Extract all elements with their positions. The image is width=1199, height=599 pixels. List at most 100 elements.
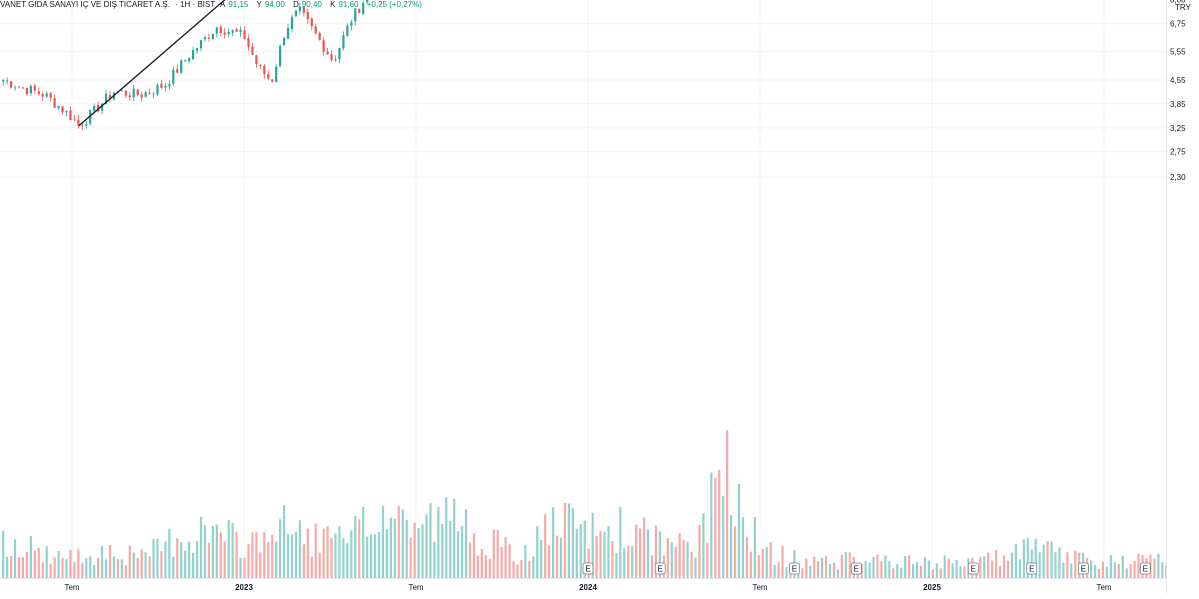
volume-bar <box>544 514 547 578</box>
time-tick-label: Tem <box>64 583 79 592</box>
volume-bar <box>49 563 52 578</box>
volume-bar <box>128 545 131 578</box>
earnings-mark-letter: E <box>971 565 976 574</box>
volume-bar <box>476 555 480 578</box>
volume-bar <box>753 517 756 578</box>
candle-body <box>267 74 270 79</box>
candle-body <box>211 33 214 40</box>
volume-bar <box>1038 552 1041 578</box>
volume-bar <box>1066 552 1069 578</box>
trend-arrows[interactable] <box>78 0 1166 127</box>
volume-bar <box>571 508 574 578</box>
volume-bar <box>1034 538 1037 578</box>
volume-bar <box>2 530 5 578</box>
volume-bar <box>235 532 238 578</box>
candle-body <box>132 88 135 98</box>
volume-bar <box>722 496 725 578</box>
earnings-mark-box <box>967 562 979 575</box>
volume-bar <box>904 556 907 578</box>
volume-bar <box>520 559 523 578</box>
earnings-mark[interactable]: E <box>654 562 666 575</box>
volume-bar <box>385 529 389 578</box>
volume-bar <box>813 556 816 578</box>
volume-bar <box>433 541 436 578</box>
volume-bar <box>275 541 278 578</box>
volume-bar <box>635 524 638 578</box>
volume-bar <box>959 566 962 578</box>
volume-bar <box>1161 562 1164 578</box>
volume-bar <box>777 562 780 578</box>
volume-bar <box>726 430 729 578</box>
price-axis[interactable]: 150,0120,0100,068,0055,5045,5037,5031,50… <box>1166 0 1199 593</box>
volume-bar <box>599 531 602 578</box>
earnings-mark[interactable]: E <box>1026 562 1038 575</box>
price-chart[interactable]: EEEEEEEEEEEE <box>0 0 1166 578</box>
candle-body <box>354 8 357 22</box>
ohlc-low: D 90,40 <box>293 0 322 9</box>
volume-bar <box>785 567 788 578</box>
candle-body <box>195 48 199 51</box>
candle-body <box>302 6 305 13</box>
volume-bar <box>884 555 887 578</box>
volume-bar <box>223 541 226 578</box>
candle-body <box>172 69 175 84</box>
time-tick-label: Tem <box>408 583 423 592</box>
volume-bar <box>551 507 555 578</box>
volume-bar <box>338 526 341 578</box>
volume-bar <box>642 517 646 578</box>
volume-bar <box>93 564 96 578</box>
volume-bar <box>298 520 301 578</box>
volume-bar <box>923 557 927 578</box>
volume-bar <box>504 537 507 578</box>
earnings-mark-box <box>1139 562 1151 575</box>
earnings-mark[interactable]: E <box>789 562 800 575</box>
volume-bar <box>943 555 946 578</box>
symbol-header: VANET GIDA SANAYI IÇ VE DIŞ TICARET A.Ş.… <box>0 0 425 12</box>
volume-bar <box>639 528 642 578</box>
volume-bar <box>896 564 899 578</box>
earnings-mark-letter: E <box>854 565 859 574</box>
volume-bar <box>17 557 21 578</box>
volume-bar <box>389 517 392 578</box>
candle-body <box>41 94 44 97</box>
candle-body <box>188 58 191 62</box>
volume-bar <box>306 528 309 578</box>
earnings-mark[interactable]: E <box>582 562 594 575</box>
volume-bar <box>935 563 938 578</box>
price-tick-label: 6,75 <box>1170 20 1186 29</box>
price-tick-label: 8,00 <box>1170 0 1186 4</box>
volume-bar <box>279 519 282 578</box>
volume-bar <box>271 534 274 578</box>
volume-bar <box>381 505 385 578</box>
volume-bar <box>85 558 88 578</box>
candle-body <box>25 87 29 94</box>
volume-bar <box>627 545 630 578</box>
symbol-name[interactable]: VANET GIDA SANAYI IÇ VE DIŞ TICARET A.Ş. <box>0 0 170 9</box>
currency-label[interactable]: TRY <box>1175 3 1191 12</box>
volume-bar <box>801 568 804 578</box>
volume-bar <box>101 545 104 578</box>
earnings-mark[interactable]: E <box>1077 562 1089 575</box>
volume-bar <box>781 545 784 578</box>
candle-body <box>330 54 333 60</box>
earnings-mark[interactable]: E <box>850 562 862 575</box>
volume-bar <box>373 534 377 578</box>
volume-bar <box>805 558 808 578</box>
volume-bar <box>314 523 317 578</box>
volume-bar <box>555 535 559 578</box>
candle-body <box>219 26 222 34</box>
volume-bar <box>1105 566 1109 578</box>
earnings-markers[interactable]: EEEEEEEEEEEE <box>582 562 1166 575</box>
time-axis[interactable]: Tem2023Tem2024Tem2025Tem2026Tem2027Tem20… <box>0 578 1166 594</box>
earnings-mark[interactable]: E <box>967 562 979 575</box>
candle-body <box>247 38 250 47</box>
volume-bar <box>37 548 40 578</box>
volume-bar <box>449 521 452 578</box>
candle-body <box>2 80 5 82</box>
earnings-mark[interactable]: E <box>1139 562 1151 575</box>
volume-bar <box>1006 560 1010 578</box>
candle-body <box>338 48 341 60</box>
earnings-mark-box <box>1077 562 1089 575</box>
volume-bar <box>290 534 294 578</box>
volume-bar <box>492 529 495 578</box>
